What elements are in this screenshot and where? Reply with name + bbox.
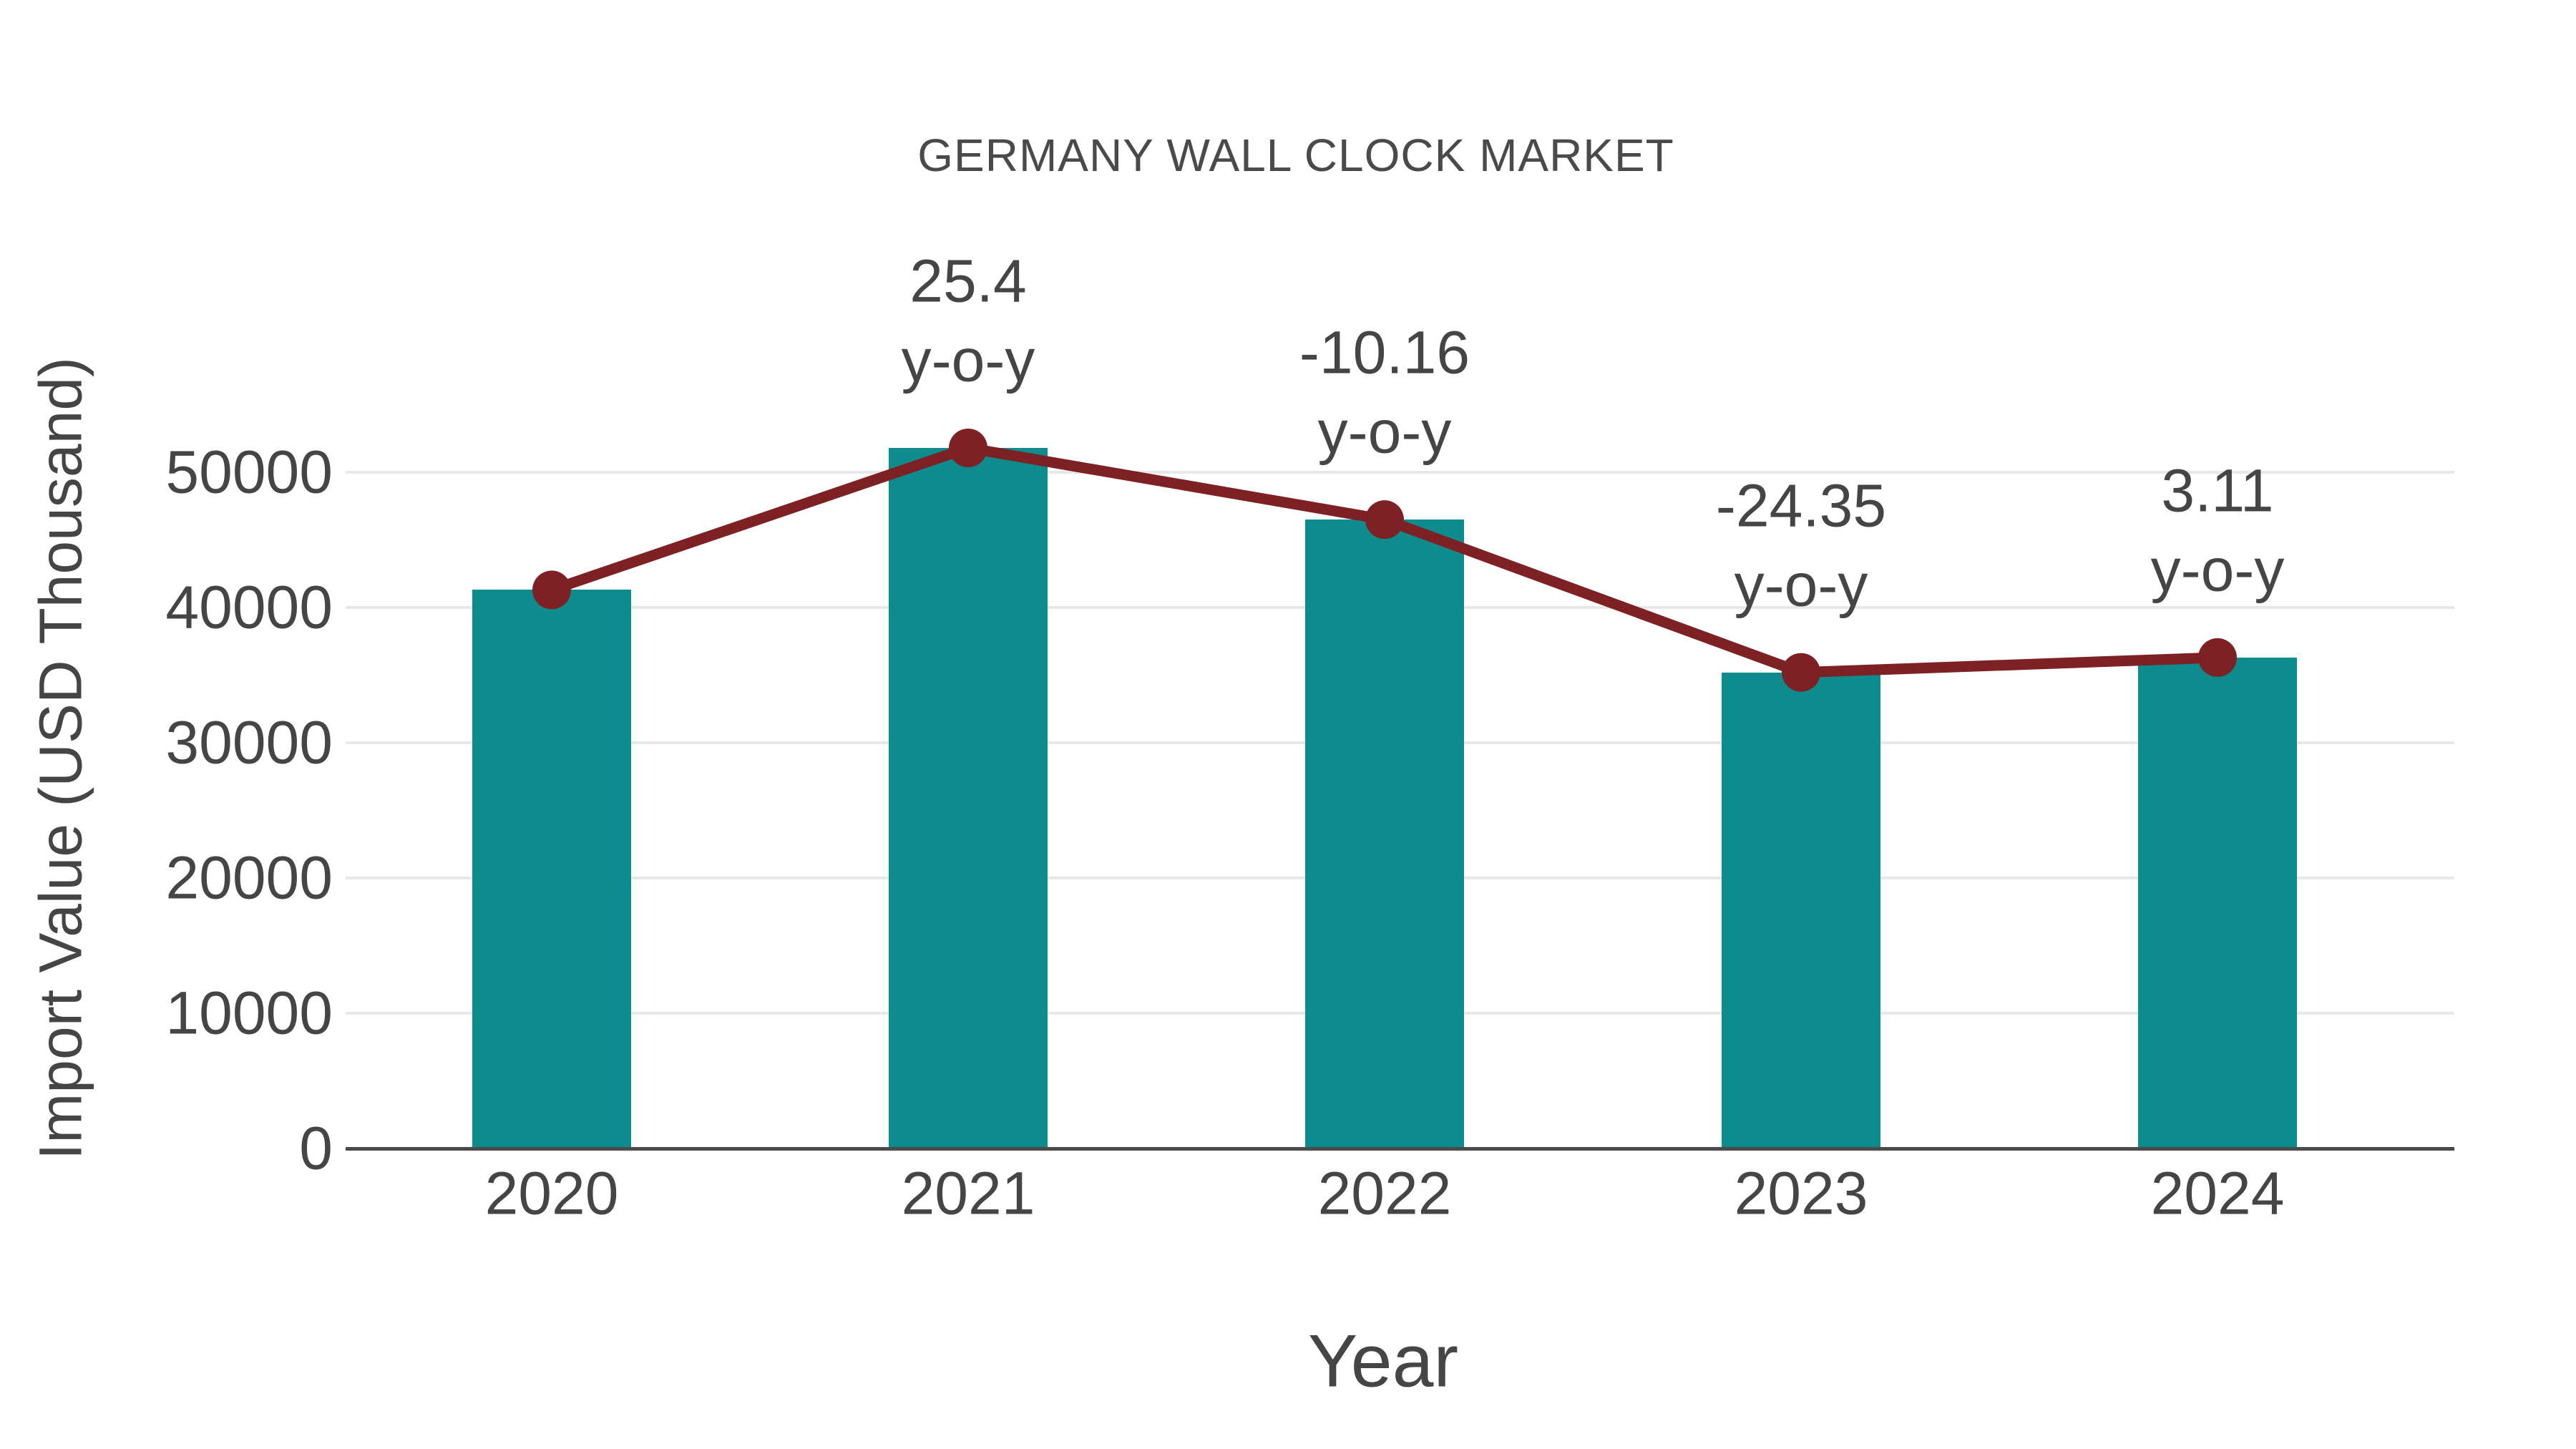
trend-marker-2023 xyxy=(1782,653,1820,692)
annotation-value-2022: -10.16 xyxy=(1299,318,1470,386)
bar-2022 xyxy=(1305,519,1464,1148)
annotation-label-2024: y-o-y xyxy=(2150,536,2285,604)
x-axis-line xyxy=(346,1147,2454,1151)
y-tick-label-0: 0 xyxy=(299,1114,333,1182)
annotation-label-2021: y-o-y xyxy=(901,326,1035,394)
bar-2020 xyxy=(472,590,631,1148)
y-tick-label-10000: 10000 xyxy=(165,979,333,1047)
trend-marker-2021 xyxy=(949,428,987,467)
x-tick-label-2022: 2022 xyxy=(1317,1159,1452,1227)
annotation-label-2022: y-o-y xyxy=(1317,398,1452,466)
bar-2021 xyxy=(889,447,1048,1148)
y-tick-label-50000: 50000 xyxy=(165,438,333,506)
y-tick-label-40000: 40000 xyxy=(165,573,333,641)
bar-2024 xyxy=(2138,657,2297,1148)
annotation-label-2023: y-o-y xyxy=(1734,551,1868,619)
annotation-value-2023: -24.35 xyxy=(1715,472,1887,540)
trend-line xyxy=(550,442,2218,678)
x-tick-label-2020: 2020 xyxy=(484,1159,619,1227)
x-tick-label-2023: 2023 xyxy=(1734,1159,1868,1227)
annotation-value-2021: 25.4 xyxy=(909,247,1027,315)
gridline-50000 xyxy=(346,471,2454,474)
trend-marker-2020 xyxy=(532,570,571,610)
bar-2023 xyxy=(1722,672,1880,1148)
trend-marker-2024 xyxy=(2198,638,2237,677)
annotation-value-2024: 3.11 xyxy=(2161,457,2274,525)
trend-marker-2022 xyxy=(1365,500,1404,540)
x-axis-title: Year xyxy=(1307,1319,1459,1403)
x-tick-label-2021: 2021 xyxy=(901,1159,1035,1227)
chart-title: GERMANY WALL CLOCK MARKET xyxy=(917,130,1674,181)
x-tick-label-2024: 2024 xyxy=(2150,1159,2285,1227)
y-tick-label-30000: 30000 xyxy=(165,708,333,776)
y-tick-label-20000: 20000 xyxy=(165,844,333,912)
